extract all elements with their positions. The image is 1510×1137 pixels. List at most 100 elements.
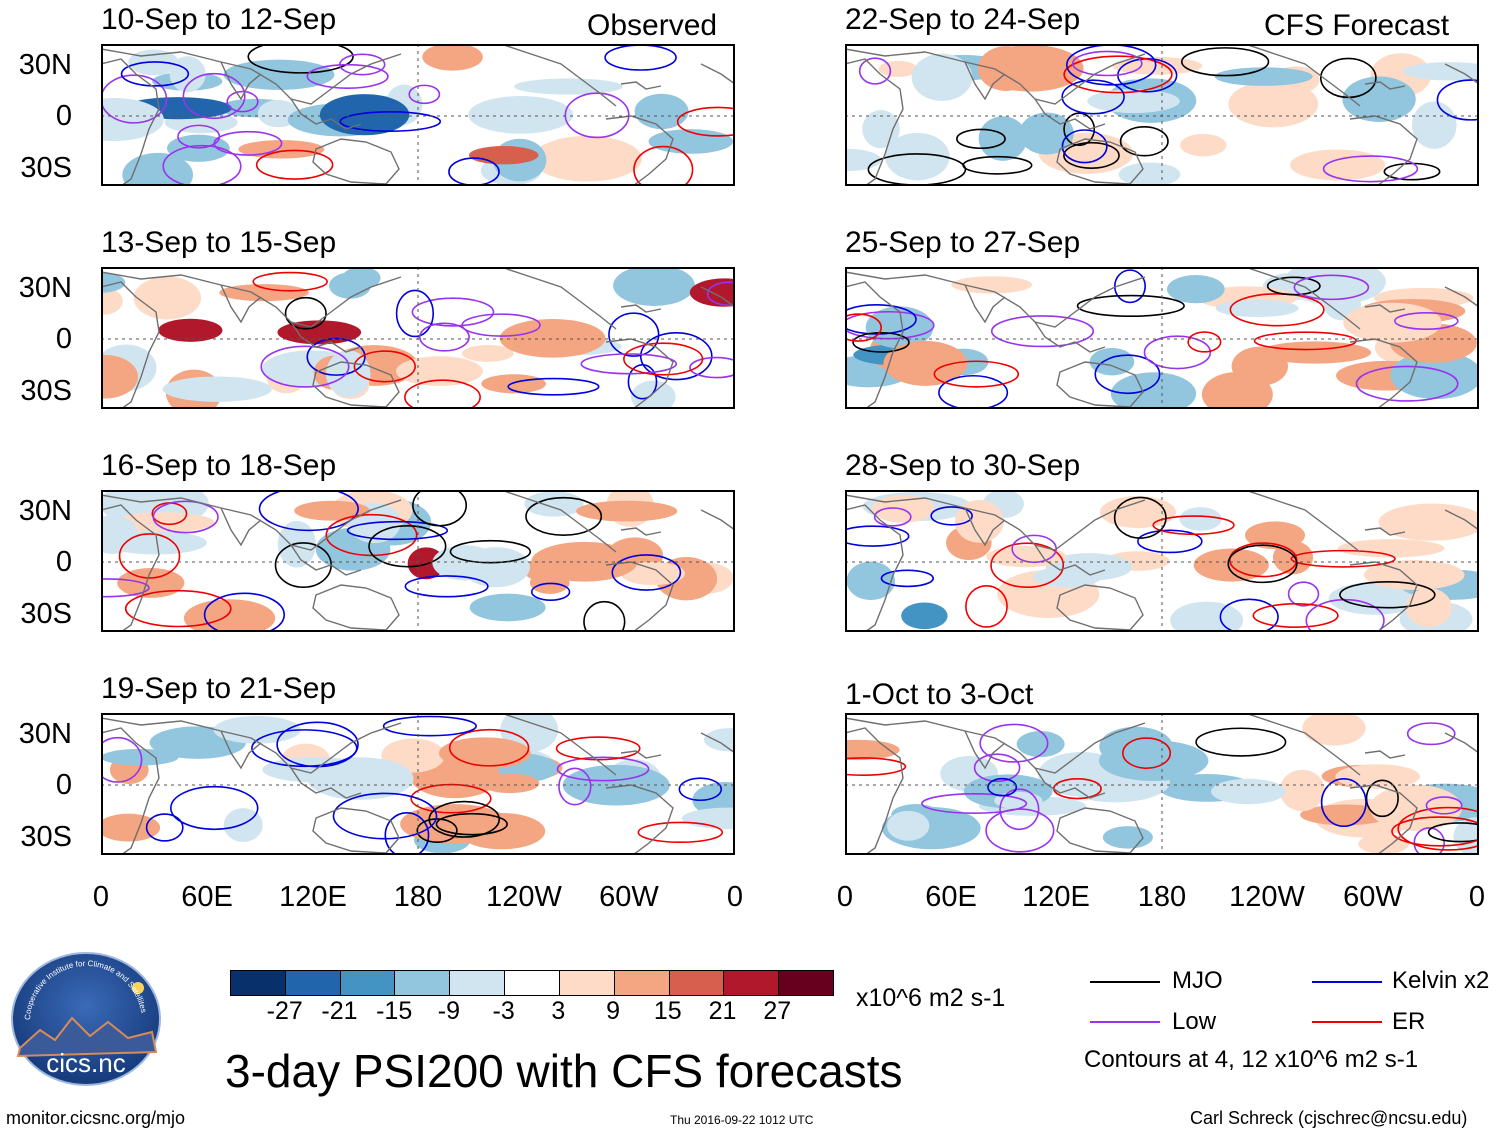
filtered-contour xyxy=(564,92,630,139)
filtered-contour xyxy=(435,812,508,836)
cics-logo: cics.nc Cooperative Institute for Climat… xyxy=(11,952,161,1086)
lat-30n-4: 30N xyxy=(18,718,72,750)
colorbar-tick-label: -15 xyxy=(376,997,413,1025)
psi-anomaly-blob xyxy=(514,78,623,95)
coastline xyxy=(312,138,400,185)
filtered-contour xyxy=(583,600,626,632)
filtered-contour xyxy=(1137,529,1203,554)
psi-anomaly-blob xyxy=(1453,817,1479,855)
coastline xyxy=(845,494,1146,551)
lat-30s-3: 30S xyxy=(20,598,72,630)
coastline xyxy=(1444,63,1479,85)
psi-anomaly-blob xyxy=(1211,778,1286,805)
coastline xyxy=(1034,767,1106,799)
filtered-contour xyxy=(930,506,973,526)
filtered-contour xyxy=(1339,580,1436,609)
filtered-contour xyxy=(858,57,892,85)
psi-anomaly-blob xyxy=(620,561,686,586)
filtered-contour xyxy=(987,777,1018,797)
filtered-contour xyxy=(1063,55,1173,94)
coastline xyxy=(1444,732,1479,754)
filtered-contour xyxy=(1406,722,1456,746)
contours-note: Contours at 4, 12 x10^6 m2 s-1 xyxy=(1084,1046,1419,1073)
psi-anomaly-blob xyxy=(1302,713,1366,746)
psi-anomaly-blob xyxy=(1099,726,1173,767)
colorbar xyxy=(230,970,834,996)
filtered-contour xyxy=(203,592,286,632)
colorbar-swatch xyxy=(339,971,395,995)
observed-map-panel-1 xyxy=(101,44,735,186)
coastline xyxy=(620,527,662,536)
filtered-contour xyxy=(676,106,735,137)
lon-tick: 120E xyxy=(279,881,347,913)
coastline xyxy=(1349,338,1418,409)
coastline xyxy=(290,544,362,576)
filtered-contour xyxy=(1305,598,1385,632)
lon-tick: 60W xyxy=(1343,881,1403,913)
filtered-contour xyxy=(880,569,935,588)
filtered-contour xyxy=(1227,544,1298,584)
panel-title-fc-3: 28-Sep to 30-Sep xyxy=(845,449,1081,482)
lon-tick: 120W xyxy=(1229,881,1305,913)
coastline xyxy=(964,284,1006,324)
coastline xyxy=(845,48,1146,105)
filtered-contour xyxy=(1071,50,1143,77)
panel-title-obs-3: 16-Sep to 18-Sep xyxy=(101,449,337,482)
coastline xyxy=(220,507,262,547)
filtered-contour xyxy=(368,524,447,568)
lat-30s-2: 30S xyxy=(20,375,72,407)
psi-anomaly-blob xyxy=(1102,826,1153,849)
filtered-contour xyxy=(247,44,354,74)
filtered-contour xyxy=(1425,796,1463,815)
filtered-contour xyxy=(226,90,259,113)
psi-anomaly-blob xyxy=(329,272,371,299)
filtered-contour xyxy=(408,84,441,105)
psi-anomaly-blob xyxy=(1179,507,1222,531)
filtered-contour xyxy=(678,777,723,802)
psi-anomaly-blob xyxy=(986,545,1067,568)
filtered-contour xyxy=(845,313,882,342)
coastline xyxy=(845,281,904,409)
coastline xyxy=(1034,544,1106,576)
panel-title-fc-1: 22-Sep to 24-Sep xyxy=(845,3,1081,36)
lon-tick: 60W xyxy=(599,881,659,913)
filtered-contour xyxy=(346,520,449,541)
colorbar-tick-label: -9 xyxy=(437,997,461,1025)
footer-url[interactable]: monitor.cicsnc.org/mjo xyxy=(6,1108,186,1128)
lon-tick: 0 xyxy=(1468,881,1486,913)
coastline xyxy=(101,58,160,186)
filtered-contour xyxy=(1320,778,1367,828)
coastline xyxy=(101,504,160,632)
filtered-contour xyxy=(325,513,418,557)
filtered-contour xyxy=(580,353,678,375)
filtered-contour xyxy=(845,304,917,335)
coastline xyxy=(500,267,617,330)
filtered-contour xyxy=(1113,269,1146,304)
lat-eq-3: 0 xyxy=(55,546,72,578)
filtered-contour xyxy=(353,350,416,383)
psi-anomaly-blob xyxy=(978,116,1027,161)
coastline xyxy=(101,281,160,409)
filtered-contour xyxy=(162,144,242,186)
filtered-contour xyxy=(395,289,435,338)
colorbar-swatch xyxy=(449,971,505,995)
map-frame xyxy=(845,490,1479,632)
coastline xyxy=(101,48,402,105)
filtered-contour xyxy=(1187,331,1222,353)
map-frame xyxy=(101,267,735,409)
coastline xyxy=(500,44,617,107)
psi-anomaly-blob xyxy=(219,284,309,302)
psi-anomaly-blob xyxy=(468,96,574,134)
psi-anomaly-blob xyxy=(951,276,1033,294)
coastline xyxy=(220,61,262,101)
psi-anomaly-blob xyxy=(122,152,194,186)
colorbar-swatch xyxy=(668,971,724,995)
map-frame xyxy=(101,490,735,632)
colorbar-swatch xyxy=(504,971,559,995)
filtered-contour xyxy=(1427,822,1479,843)
forecast-map-panel-1 xyxy=(845,44,1479,186)
legend-swatch-mjo xyxy=(1090,981,1160,983)
filtered-contour xyxy=(1061,79,1125,115)
psi-anomaly-blob xyxy=(1402,62,1479,81)
filtered-contour xyxy=(1122,737,1172,769)
